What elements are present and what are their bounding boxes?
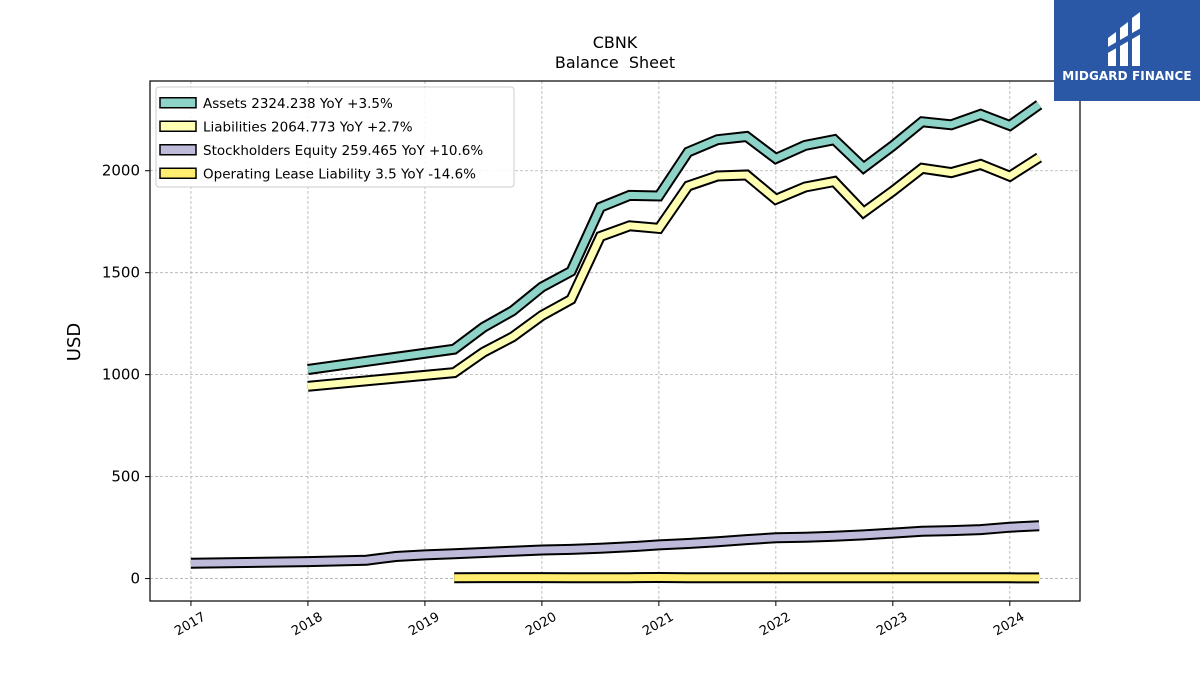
series-line-assets [307, 101, 1042, 373]
plot-frame [149, 80, 1081, 602]
x-tick-label: 2020 [523, 610, 559, 640]
x-tick-label: 2022 [757, 610, 793, 640]
y-tick-label: 0 [130, 570, 140, 588]
series-lines [190, 100, 1043, 584]
chart-subtitle: Balance Sheet [555, 53, 675, 72]
legend-entry: Stockholders Equity 259.465 YoY +10.6% [203, 143, 483, 159]
y-tick-label: 1000 [102, 366, 140, 384]
brand-name: MIDGARD FINANCE [1062, 69, 1192, 83]
y-tick-label: 2000 [102, 162, 140, 180]
legend-swatch [159, 144, 197, 156]
legend-swatch [159, 120, 197, 132]
x-tick-label: 2021 [640, 610, 676, 640]
series-line-stockholders-equity [190, 522, 1040, 567]
legend-box [155, 86, 515, 188]
legend-entry: Assets 2324.238 YoY +3.5% [203, 96, 393, 112]
legend-entry: Liabilities 2064.773 YoY +2.7% [203, 119, 413, 135]
legend: Assets 2324.238 YoY +3.5% Liabilities 206… [155, 86, 515, 188]
x-tick-label: 2018 [289, 610, 325, 640]
y-axis-label: USD [64, 323, 85, 361]
chart-title: CBNK [593, 33, 638, 52]
legend-swatch [159, 167, 197, 179]
y-tick-label: 1500 [102, 264, 140, 282]
y-tick-label: 500 [111, 468, 140, 486]
brand-logo: MIDGARD FINANCE [1054, 0, 1200, 101]
series-line-liabilities [307, 154, 1041, 390]
legend-swatch [159, 97, 197, 109]
x-tick-label: 2017 [172, 610, 208, 640]
x-tick-label: 2019 [406, 610, 442, 640]
legend-entry: Operating Lease Liability 3.5 YoY -14.6% [203, 166, 476, 182]
midgard-logo-icon [1106, 12, 1148, 66]
x-tick-label: 2023 [874, 610, 910, 640]
x-tick-label: 2024 [991, 610, 1027, 640]
